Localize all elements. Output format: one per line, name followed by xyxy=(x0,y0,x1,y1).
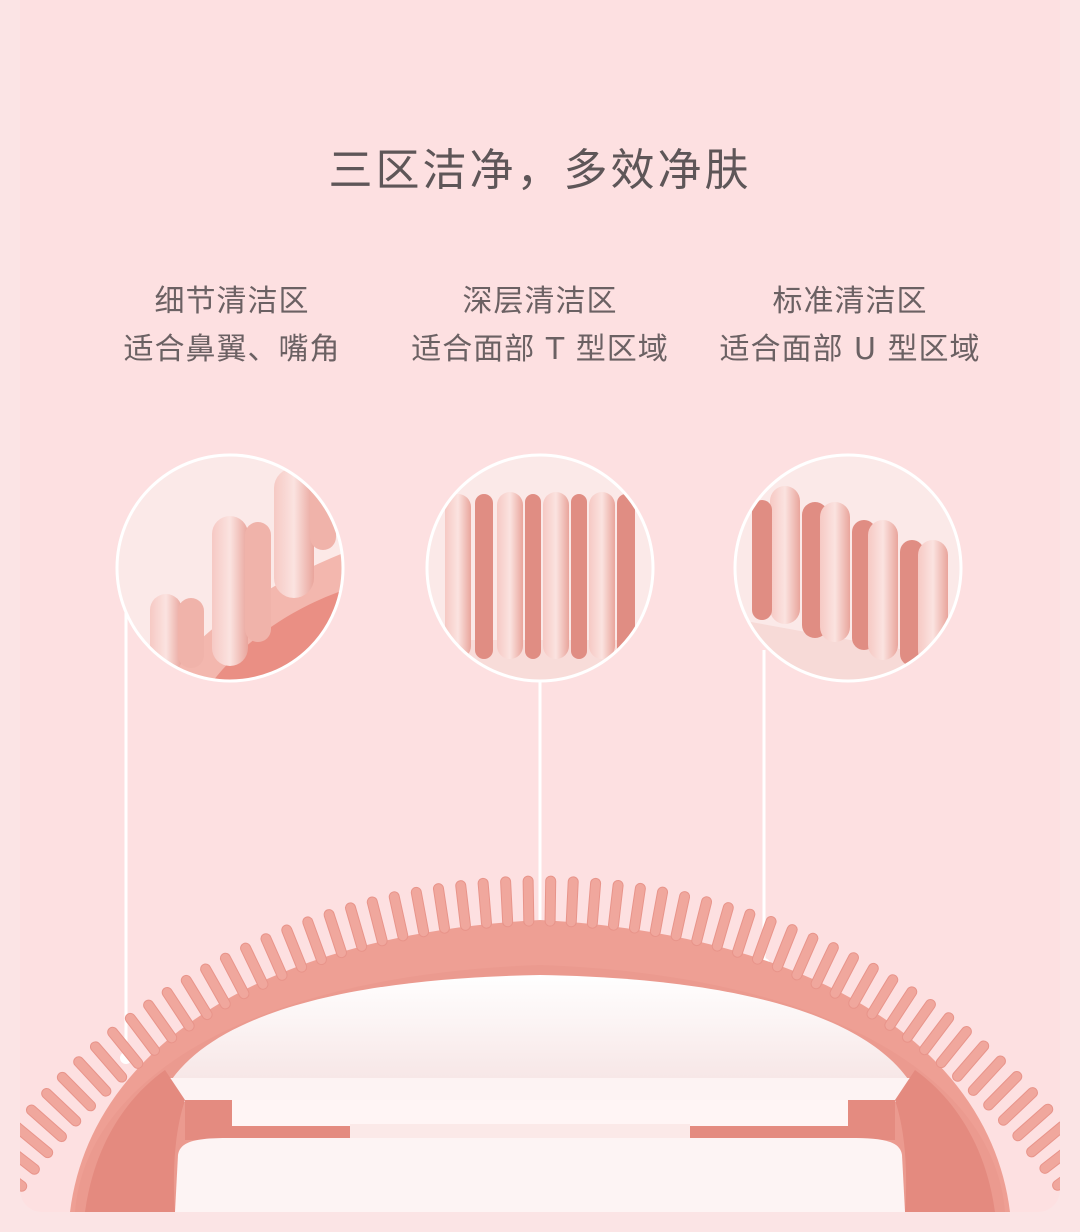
bristles xyxy=(0,875,1080,1228)
bristle xyxy=(649,886,669,937)
bristle xyxy=(848,962,879,1009)
inner-slot xyxy=(350,1124,690,1140)
bristle xyxy=(281,924,308,973)
bristle xyxy=(522,875,535,927)
bristle xyxy=(432,883,450,934)
bristle xyxy=(901,998,936,1043)
bristle xyxy=(89,1041,128,1083)
bristle xyxy=(771,924,798,973)
bristle xyxy=(1074,1192,1080,1227)
lower-body xyxy=(175,1138,905,1212)
bristle xyxy=(455,880,471,931)
bristle xyxy=(565,876,579,928)
zone-desc: 适合鼻翼、嘴角 xyxy=(123,332,341,367)
page-title: 三区洁净，多效净肤 xyxy=(328,145,752,196)
cleanser-body xyxy=(0,875,1080,1228)
bristle xyxy=(20,1121,54,1159)
zone-label-deep: 深层清洁区 适合面部 T 型区域 xyxy=(390,278,690,374)
white-cap xyxy=(165,975,915,1090)
bristle xyxy=(731,908,756,958)
bristle xyxy=(810,942,839,990)
bristle xyxy=(240,942,269,990)
bristle xyxy=(0,1174,17,1210)
bristle xyxy=(20,1157,28,1192)
bristle xyxy=(124,1012,161,1056)
bristle xyxy=(586,877,602,929)
zoom-deep-zone xyxy=(425,453,655,683)
bristle xyxy=(366,896,388,947)
bristle xyxy=(25,1104,67,1143)
bristle xyxy=(544,875,557,927)
bristle xyxy=(500,876,514,928)
zone-desc: 适合面部 U 型区域 xyxy=(719,332,981,367)
bristle xyxy=(180,974,213,1021)
bristle xyxy=(952,1040,990,1082)
bristle xyxy=(997,1087,1038,1126)
bristle xyxy=(345,902,368,952)
bristle xyxy=(607,879,624,931)
zone-name: 细节清洁区 xyxy=(154,284,310,319)
inner-white-bar xyxy=(232,1100,848,1126)
bristle xyxy=(200,963,231,1010)
bristle xyxy=(477,877,492,929)
bristle xyxy=(302,916,327,966)
bristle xyxy=(829,952,860,999)
bristle xyxy=(791,932,819,981)
bristle xyxy=(1012,1103,1054,1142)
bristle xyxy=(1063,1173,1080,1209)
right-wing xyxy=(895,1070,995,1212)
bristle xyxy=(711,902,734,952)
bristle xyxy=(73,1056,112,1097)
bristle xyxy=(41,1088,82,1127)
bristle xyxy=(410,886,430,938)
bristle xyxy=(107,1026,144,1069)
bristle xyxy=(1052,1156,1060,1191)
zone-label-standard: 标准清洁区 适合面部 U 型区域 xyxy=(700,278,1000,374)
zone-desc: 适合面部 T 型区域 xyxy=(411,332,669,367)
bristle xyxy=(0,1193,5,1228)
bristle xyxy=(751,916,777,965)
bristle xyxy=(1026,1120,1060,1158)
bristle xyxy=(691,896,713,947)
bristle xyxy=(919,1012,955,1056)
zone-label-detail: 细节清洁区 适合鼻翼、嘴角 xyxy=(82,278,382,374)
bristle xyxy=(884,986,918,1031)
bristle xyxy=(935,1026,972,1069)
bristle xyxy=(143,999,178,1044)
bristle xyxy=(219,952,250,1000)
bristle xyxy=(628,882,646,934)
zone-name: 标准清洁区 xyxy=(772,284,928,319)
bristle xyxy=(983,1071,1023,1111)
bristle xyxy=(161,987,195,1032)
bristle xyxy=(260,933,288,981)
bristle xyxy=(56,1071,97,1112)
left-wing xyxy=(85,1070,185,1212)
zone-name: 深层清洁区 xyxy=(462,284,618,319)
white-band xyxy=(165,1078,915,1102)
bristle xyxy=(388,891,409,942)
bristle xyxy=(866,974,899,1020)
leader-lines xyxy=(124,610,766,1058)
zoom-standard-zone xyxy=(733,453,963,683)
bristle xyxy=(1039,1138,1060,1174)
bristle xyxy=(967,1055,1006,1096)
bristle xyxy=(670,891,691,942)
bristle xyxy=(323,909,348,959)
bristle xyxy=(20,1139,40,1175)
zoom-detail-zone xyxy=(115,453,345,683)
